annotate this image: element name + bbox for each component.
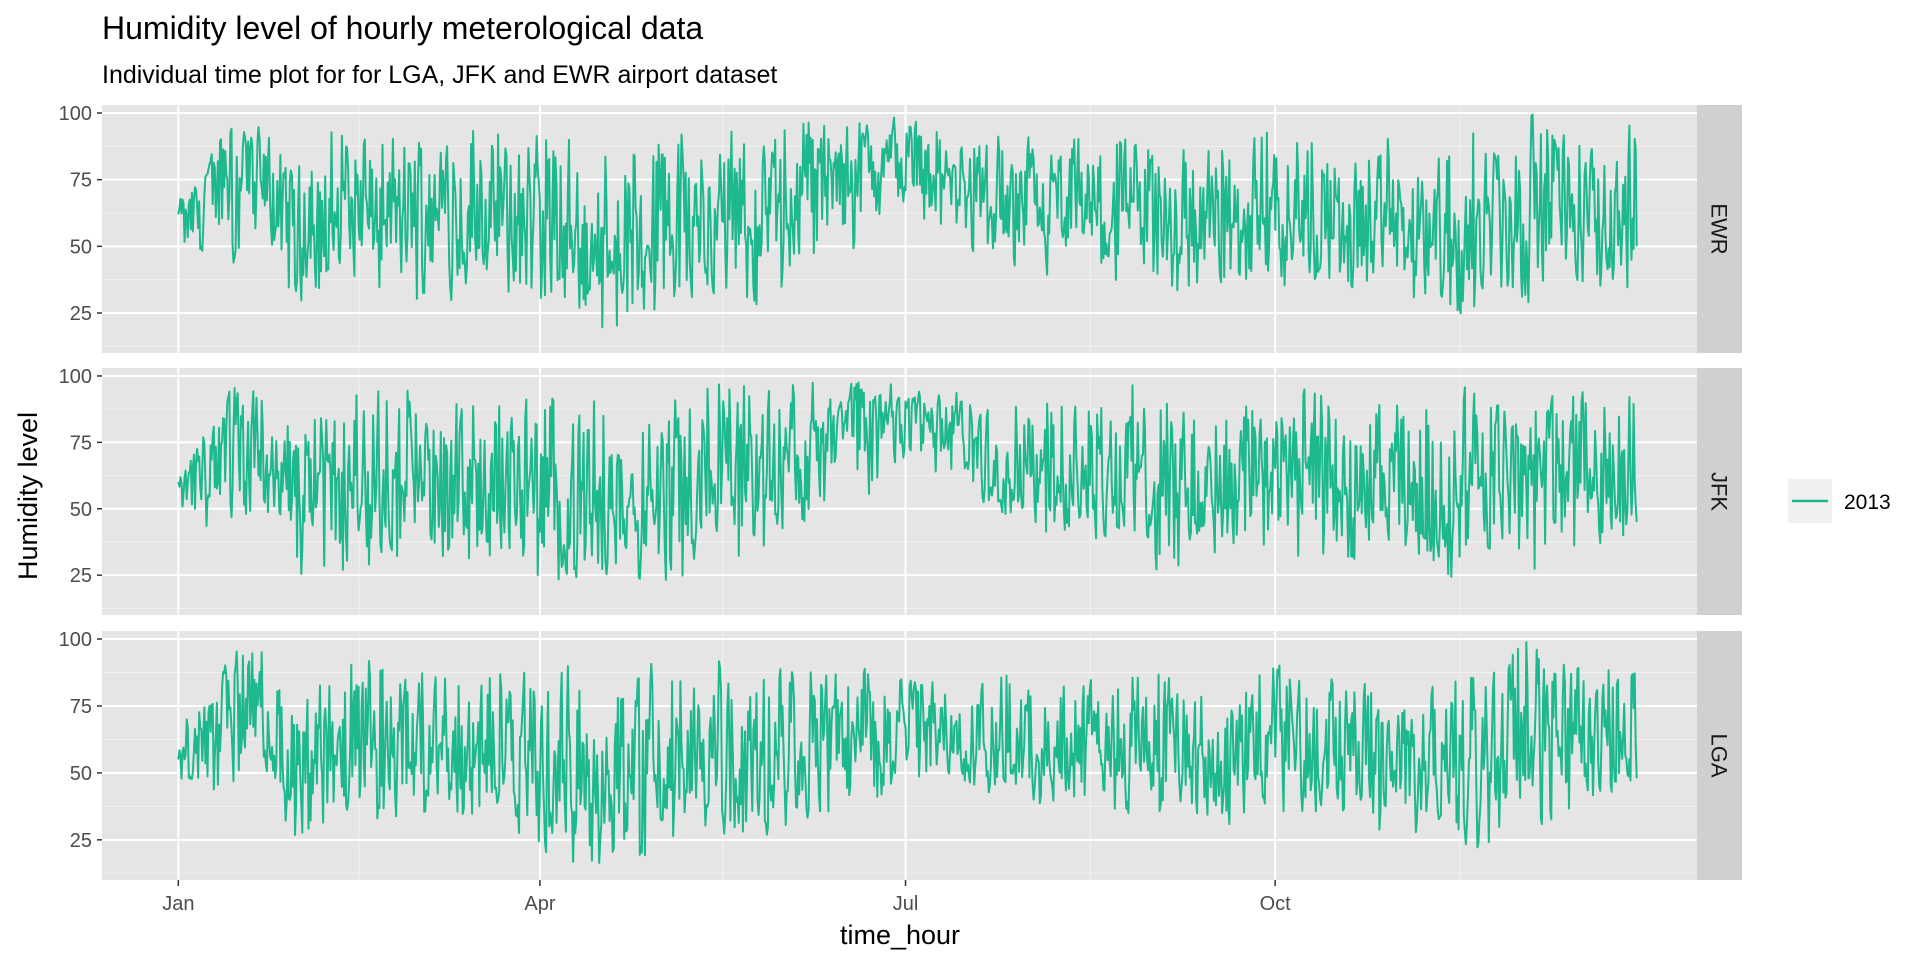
y-axis-title: Humidity level	[13, 412, 43, 580]
facet-strip	[1697, 105, 1742, 353]
facet-panel-ewr: 25 50 75 100 EWR	[59, 103, 1742, 353]
legend: 2013	[1788, 479, 1891, 523]
y-tick-label: 100	[59, 366, 92, 388]
series-line-lga	[177, 641, 1638, 864]
y-tick-label: 25	[70, 830, 92, 852]
x-axis-title: time_hour	[840, 920, 960, 950]
y-tick-label: 75	[70, 432, 92, 454]
facet-strip-label-jfk: JFK	[1707, 472, 1732, 511]
y-tick-label: 25	[70, 303, 92, 325]
x-axis: Jan Apr Jul Oct	[162, 880, 1291, 915]
series-line-ewr	[177, 113, 1638, 329]
y-tick-label: 25	[70, 565, 92, 587]
facet-panels: 25 50 75 100 EWR 25 50 75 100 JFK 25 50 75 100 LGA	[59, 103, 1742, 880]
chart-subtitle: Individual time plot for for LGA, JFK an…	[102, 61, 777, 89]
y-tick-label: 100	[59, 103, 92, 125]
y-tick-label: 50	[70, 763, 92, 785]
x-tick-label-jan: Jan	[162, 893, 194, 915]
facet-strip-label-lga: LGA	[1707, 733, 1732, 777]
x-tick-label-oct: Oct	[1260, 893, 1292, 915]
chart-title: Humidity level of hourly meterological d…	[102, 10, 703, 46]
y-tick-label: 50	[70, 236, 92, 258]
facet-strip	[1697, 631, 1742, 880]
legend-entry-2013: 2013	[1844, 491, 1891, 514]
series-line-jfk	[177, 381, 1638, 581]
y-tick-label: 100	[59, 629, 92, 651]
facet-strip	[1697, 368, 1742, 615]
x-tick-label-apr: Apr	[524, 893, 555, 915]
y-tick-label: 75	[70, 696, 92, 718]
x-tick-label-jul: Jul	[893, 893, 919, 915]
y-tick-label: 50	[70, 499, 92, 521]
facet-panel-lga: 25 50 75 100 LGA	[59, 629, 1742, 880]
facet-panel-jfk: 25 50 75 100 JFK	[59, 366, 1742, 615]
y-tick-label: 75	[70, 170, 92, 192]
facet-strip-label-ewr: EWR	[1707, 203, 1732, 254]
